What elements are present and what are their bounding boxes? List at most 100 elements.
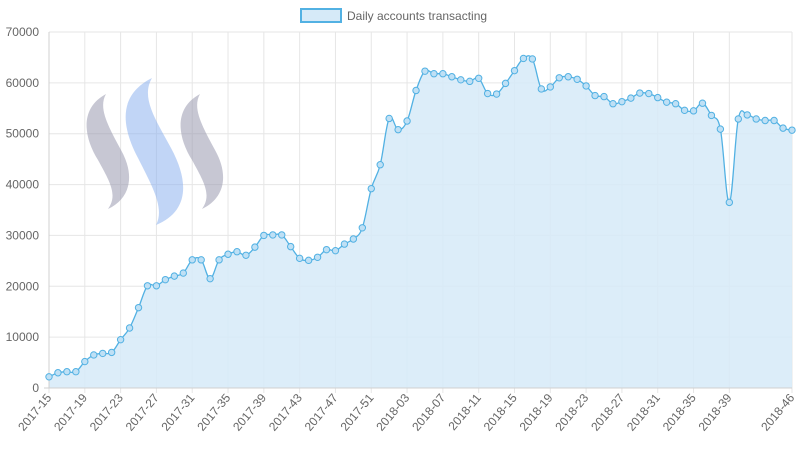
data-point — [537, 85, 546, 93]
data-point — [179, 269, 187, 277]
data-point — [349, 235, 358, 243]
x-tick-label: 2018-11 — [446, 391, 485, 433]
data-point — [188, 256, 196, 264]
x-tick-label: 2018-46 — [758, 391, 797, 434]
data-point — [170, 272, 179, 280]
data-point — [197, 256, 205, 264]
x-tick-label: 2017-23 — [87, 391, 126, 434]
x-axis-ticks: 2017-152017-192017-232017-272017-312017-… — [15, 391, 797, 434]
data-point — [161, 275, 170, 284]
x-tick-label: 2017-31 — [158, 391, 197, 434]
axes — [44, 32, 792, 389]
data-point — [224, 250, 232, 258]
data-point — [304, 256, 313, 265]
x-tick-label: 2018-07 — [409, 391, 448, 434]
data-point — [492, 90, 501, 98]
logo-wave-left — [86, 94, 130, 209]
data-point — [591, 91, 599, 100]
y-tick-label: 30000 — [6, 228, 40, 242]
y-tick-label: 50000 — [6, 127, 40, 141]
data-point — [143, 282, 152, 290]
data-point — [582, 82, 590, 90]
data-point — [403, 117, 411, 125]
data-point — [412, 86, 420, 95]
data-point — [680, 106, 689, 115]
data-point — [466, 77, 474, 86]
data-point — [260, 231, 268, 240]
logo-wave-middle — [125, 78, 184, 225]
x-tick-label: 2018-15 — [481, 391, 520, 434]
data-point — [430, 70, 438, 78]
data-point — [99, 349, 107, 358]
data-point — [331, 246, 340, 255]
data-point — [510, 66, 519, 75]
x-tick-label: 2017-43 — [266, 391, 305, 434]
data-point — [367, 184, 375, 193]
data-point — [528, 55, 537, 63]
data-point — [278, 231, 286, 239]
y-tick-label: 60000 — [6, 76, 40, 90]
data-point — [627, 94, 635, 102]
x-tick-label: 2018-39 — [696, 391, 735, 434]
y-tick-label: 20000 — [6, 279, 40, 293]
data-point — [242, 251, 250, 259]
data-point — [125, 324, 134, 332]
y-tick-label: 0 — [32, 381, 39, 395]
y-tick-label: 40000 — [6, 178, 40, 192]
data-point — [716, 125, 725, 133]
data-point — [457, 76, 465, 84]
data-point — [600, 92, 608, 101]
data-point — [394, 125, 402, 134]
data-point — [501, 79, 510, 88]
data-point — [376, 161, 384, 169]
data-point — [725, 198, 734, 207]
data-point — [636, 89, 644, 97]
data-point — [519, 54, 528, 63]
data-point — [645, 89, 653, 98]
data-point — [654, 93, 662, 102]
data-point — [564, 73, 572, 81]
data-point — [269, 231, 277, 239]
data-point — [54, 369, 62, 377]
x-tick-label: 2017-47 — [302, 391, 341, 434]
data-point — [215, 256, 223, 264]
data-point — [743, 111, 751, 119]
data-point — [609, 100, 617, 108]
data-point — [698, 99, 707, 107]
data-point — [286, 242, 295, 251]
y-axis-ticks: 0 10000 20000 30000 40000 50000 60000 70000 — [6, 25, 40, 395]
data-point — [322, 245, 331, 254]
data-point — [313, 253, 322, 261]
data-point — [107, 348, 116, 357]
data-point — [689, 107, 698, 115]
x-tick-label: 2017-19 — [51, 391, 90, 434]
legend-label[interactable]: Daily accounts transacting — [347, 9, 487, 23]
y-tick-label: 70000 — [6, 25, 40, 39]
data-point — [385, 114, 393, 123]
x-tick-label: 2017-39 — [230, 391, 269, 434]
x-tick-label: 2018-31 — [624, 391, 663, 434]
data-point — [90, 351, 98, 359]
x-tick-label: 2018-35 — [660, 391, 699, 434]
x-tick-label: 2018-19 — [517, 391, 556, 434]
data-point — [251, 243, 259, 251]
data-point — [295, 254, 304, 263]
legend[interactable]: Daily accounts transacting — [300, 8, 487, 23]
legend-swatch[interactable] — [300, 8, 342, 23]
data-point — [206, 274, 214, 283]
series-area-fill — [49, 55, 792, 388]
data-point — [81, 357, 89, 366]
x-tick-label: 2017-15 — [15, 391, 54, 434]
data-point — [116, 335, 125, 344]
data-point — [555, 74, 563, 82]
steem-logo-watermark — [86, 78, 224, 225]
logo-wave-right — [180, 94, 224, 209]
x-tick-label: 2017-35 — [194, 391, 233, 434]
data-point — [72, 368, 80, 376]
data-point — [707, 111, 716, 120]
x-tick-label: 2017-27 — [123, 391, 162, 434]
data-point — [152, 282, 161, 290]
data-point — [233, 248, 241, 256]
